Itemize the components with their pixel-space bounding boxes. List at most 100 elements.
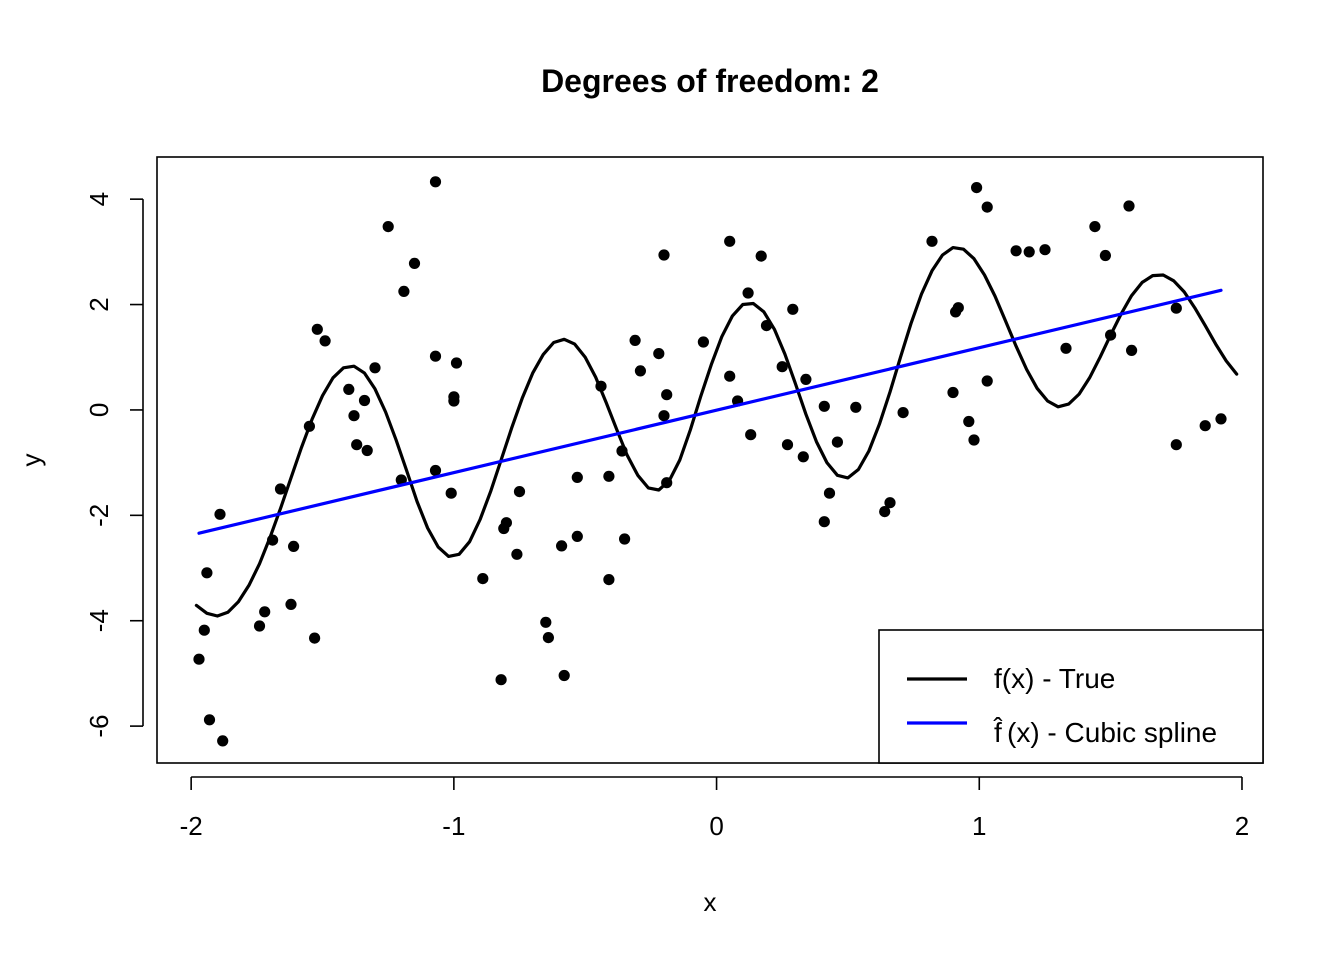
legend: f(x) - True f̂ (x) - Cubic spline [878, 629, 1264, 764]
x-axis: -2 -1 0 1 2 [180, 776, 1249, 841]
data-point [755, 250, 767, 262]
data-point [285, 598, 297, 611]
x-tick-label: 1 [972, 811, 986, 841]
data-point [556, 540, 568, 552]
data-point [1039, 244, 1051, 256]
data-point [800, 373, 812, 385]
x-tick-label: 0 [709, 811, 723, 841]
data-point [343, 383, 355, 395]
data-point [429, 176, 442, 188]
data-point [724, 370, 736, 382]
data-point [477, 573, 489, 585]
y-tick-label: 0 [84, 403, 114, 417]
data-point [658, 410, 670, 422]
data-point [214, 508, 226, 520]
legend-hat-symbol: f̂ [993, 717, 1003, 748]
data-point [571, 471, 583, 483]
data-point [361, 444, 373, 457]
data-point [511, 548, 523, 560]
data-point [952, 302, 964, 314]
data-point [603, 470, 615, 482]
data-point [1010, 245, 1022, 257]
data-point [981, 375, 993, 387]
data-point [879, 506, 891, 518]
data-point [542, 632, 555, 644]
data-point [787, 303, 799, 315]
data-point [513, 486, 526, 498]
data-point [203, 714, 216, 726]
data-point [445, 487, 457, 499]
data-point [1123, 200, 1135, 212]
data-point [288, 540, 300, 553]
data-point [850, 401, 862, 413]
y-axis-label: y [16, 454, 46, 467]
data-point [429, 350, 442, 362]
data-point [348, 410, 360, 422]
x-tick-label: -1 [442, 811, 465, 841]
data-point [450, 357, 463, 369]
data-point [1199, 420, 1211, 432]
data-point [658, 249, 670, 261]
data-point [781, 439, 794, 451]
data-point [358, 394, 371, 407]
data-point [971, 182, 983, 194]
data-point [742, 287, 754, 299]
y-tick-label: 4 [84, 192, 114, 206]
data-point [653, 348, 665, 360]
data-point [309, 632, 321, 644]
scatter-points [193, 176, 1227, 747]
data-point [897, 407, 909, 419]
data-point [217, 735, 229, 747]
y-axis: -6 -4 -2 0 2 4 [84, 192, 144, 738]
data-point [661, 389, 673, 401]
y-tick-label: 2 [84, 297, 114, 311]
data-point [495, 674, 507, 686]
data-point [1023, 246, 1035, 258]
data-point [619, 533, 631, 545]
data-point [198, 624, 210, 636]
data-point [540, 616, 552, 628]
data-point [603, 574, 615, 586]
data-point [724, 235, 736, 247]
data-point [776, 361, 788, 373]
data-point [1126, 344, 1138, 356]
data-point [311, 323, 323, 335]
data-point [274, 483, 287, 495]
y-tick-label: -2 [84, 504, 114, 527]
data-point [823, 487, 836, 499]
legend-box [878, 629, 1264, 764]
data-point [448, 395, 460, 407]
data-point [634, 365, 647, 377]
legend-label-spline: (x) - Cubic spline [1007, 717, 1217, 748]
data-point [963, 415, 975, 428]
data-point [558, 669, 570, 682]
data-point [1170, 439, 1182, 451]
data-point [745, 429, 757, 441]
true-function-line [194, 246, 1239, 618]
data-point [1060, 342, 1072, 354]
data-point [351, 439, 363, 451]
x-tick-label: -2 [180, 811, 203, 841]
y-tick-label: -6 [84, 715, 114, 738]
data-point [369, 362, 381, 374]
data-point [968, 434, 980, 446]
plot-frame [156, 156, 1264, 764]
legend-label-true: f(x) - True [994, 663, 1115, 694]
data-point [981, 201, 993, 213]
data-point [884, 497, 896, 509]
data-point [382, 221, 394, 233]
data-point [926, 235, 938, 247]
data-point [797, 451, 809, 463]
data-point [259, 606, 271, 618]
data-point [818, 400, 830, 412]
data-point [831, 436, 844, 448]
data-point [1099, 249, 1111, 262]
data-point [629, 334, 641, 346]
data-point [398, 285, 410, 297]
data-point [253, 620, 266, 632]
chart-title: Degrees of freedom: 2 [541, 63, 879, 99]
data-point [201, 567, 213, 579]
data-point [408, 257, 421, 269]
data-point [500, 517, 512, 529]
